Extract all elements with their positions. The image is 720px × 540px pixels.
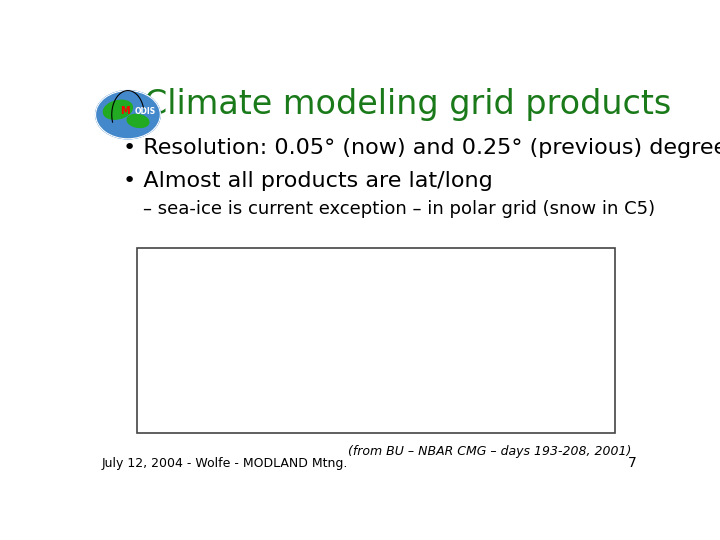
Ellipse shape bbox=[104, 100, 132, 119]
Text: – sea-ice is current exception – in polar grid (snow in C5): – sea-ice is current exception – in pola… bbox=[143, 200, 655, 218]
Text: Climate modeling grid products: Climate modeling grid products bbox=[145, 87, 672, 120]
Circle shape bbox=[96, 91, 161, 139]
Text: July 12, 2004 - Wolfe - MODLAND Mtng.: July 12, 2004 - Wolfe - MODLAND Mtng. bbox=[101, 457, 348, 470]
FancyBboxPatch shape bbox=[138, 248, 615, 433]
Text: (from BU – NBAR CMG – days 193-208, 2001): (from BU – NBAR CMG – days 193-208, 2001… bbox=[348, 445, 631, 458]
Text: 7: 7 bbox=[628, 456, 637, 470]
Text: • Almost all products are lat/long: • Almost all products are lat/long bbox=[124, 171, 493, 191]
Ellipse shape bbox=[127, 114, 149, 127]
Text: ODIS: ODIS bbox=[135, 107, 156, 116]
Text: M: M bbox=[120, 106, 130, 116]
Text: • Resolution: 0.05° (now) and 0.25° (previous) degrees: • Resolution: 0.05° (now) and 0.25° (pre… bbox=[124, 138, 720, 158]
